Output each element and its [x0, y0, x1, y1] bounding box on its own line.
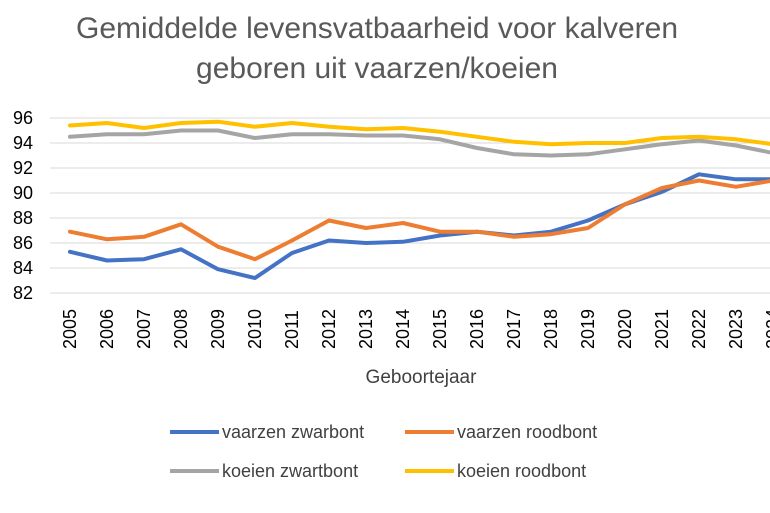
chart-title-line-1: Gemiddelde levensvatbaarheid voor kalver… — [75, 12, 679, 45]
x-tick-label: 2021 — [652, 309, 672, 349]
x-tick-label: 2023 — [726, 309, 746, 349]
y-tick-label: 82 — [13, 283, 33, 303]
y-tick-label: 94 — [13, 133, 33, 153]
x-tick-label: 2011 — [282, 310, 302, 349]
x-tick-label: 2005 — [60, 309, 80, 349]
x-tick-label: 2008 — [171, 309, 191, 349]
y-tick-label: 86 — [13, 233, 33, 253]
y-tick-label: 88 — [13, 208, 33, 228]
x-tick-label: 2018 — [541, 309, 561, 349]
x-tick-label: 2006 — [97, 309, 117, 349]
y-tick-label: 90 — [13, 183, 33, 203]
x-tick-label: 2015 — [430, 309, 450, 349]
legend-label: koeien zwartbont — [222, 461, 358, 481]
series-lines — [68, 119, 770, 280]
x-tick-label: 2009 — [208, 309, 228, 349]
y-tick-label: 84 — [13, 258, 33, 278]
x-axis-ticks: 2005 2006 2007 2008 2009 2010 2011 2012 2013 2014… — [60, 309, 770, 349]
x-tick-label: 2017 — [504, 309, 524, 349]
chart-title-line-2: geboren uit vaarzen/koeien — [196, 52, 558, 85]
x-tick-label: 2013 — [356, 309, 376, 349]
x-tick-label: 2010 — [245, 309, 265, 349]
gridlines — [50, 117, 770, 294]
legend-label: koeien roodbont — [457, 461, 586, 481]
y-axis-ticks: 82 84 86 88 90 92 94 96 — [13, 108, 33, 303]
x-tick-label: 2022 — [689, 309, 709, 349]
series-line-2 — [68, 128, 770, 158]
y-tick-label: 96 — [13, 108, 33, 128]
legend-label: vaarzen zwarbont — [222, 422, 364, 442]
x-tick-label: 2016 — [467, 309, 487, 349]
x-tick-label: 2020 — [615, 309, 635, 349]
series-line-1 — [68, 178, 770, 262]
x-tick-label: 2012 — [319, 309, 339, 349]
x-tick-label: 2014 — [393, 309, 413, 349]
x-tick-label: 2024 — [763, 309, 770, 349]
legend: vaarzen zwarbont vaarzen roodbont koeien z… — [170, 422, 597, 481]
x-tick-label: 2019 — [578, 309, 598, 349]
x-tick-label: 2007 — [134, 309, 154, 349]
legend-label: vaarzen roodbont — [457, 422, 597, 442]
y-tick-label: 92 — [13, 158, 33, 178]
series-line-3 — [68, 119, 770, 147]
series-line-0 — [68, 172, 770, 280]
x-axis-label: Geboortejaar — [366, 367, 478, 388]
